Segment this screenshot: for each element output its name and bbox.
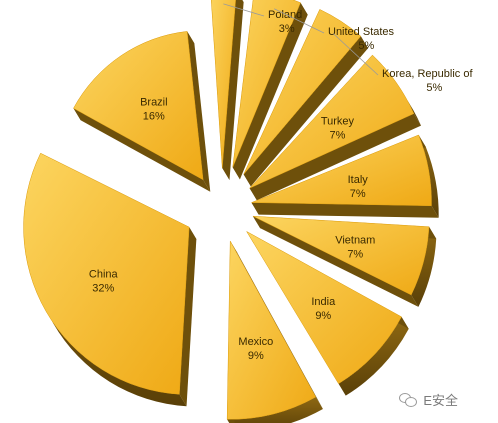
slice-value-china: 32% <box>92 283 114 295</box>
slice-side-italy <box>418 134 439 218</box>
slice-edge <box>179 227 197 407</box>
slice-value-turkey: 7% <box>330 130 346 142</box>
slice-label-vietnam: Vietnam <box>335 235 375 247</box>
slice-mexico <box>226 240 317 420</box>
slice-value-vietnam: 7% <box>347 249 363 261</box>
leader-line-korea-republic-of <box>333 33 379 76</box>
slice-value-korea-republic-of: 5% <box>426 82 442 94</box>
slice-edge <box>232 2 308 180</box>
slice-vietnam <box>252 215 430 296</box>
slice-value-italy: 7% <box>350 188 366 200</box>
slice-korea-republic-of <box>243 9 362 175</box>
slice-label-brazil: Brazil <box>140 96 168 108</box>
slice-label-united-states: United States <box>328 26 395 38</box>
slice-edge <box>251 202 439 218</box>
slice-edge <box>243 36 369 187</box>
watermark-text: E安全 <box>423 393 458 408</box>
slice-label-china: China <box>89 269 119 281</box>
slice-label-mexico: Mexico <box>238 336 273 348</box>
slice-edge <box>222 0 244 181</box>
slice-side-mexico <box>227 396 323 423</box>
slice-value-india: 9% <box>315 310 331 322</box>
slice-turkey <box>249 54 415 189</box>
watermark: E安全 <box>399 390 458 409</box>
slice-india <box>245 230 402 385</box>
slice-italy <box>251 134 432 207</box>
slice-value-poland: 3% <box>279 23 295 35</box>
wechat-icon <box>399 392 418 407</box>
slice-united-states <box>232 0 301 168</box>
leader-line-poland <box>223 3 265 17</box>
slice-side-vietnam <box>411 226 437 307</box>
slice-value-united-states: 5% <box>358 40 374 52</box>
slice-brazil <box>73 31 204 181</box>
slice-edge <box>249 113 422 201</box>
slice-side-india <box>338 316 409 396</box>
slice-edge <box>252 216 419 307</box>
slice-edge <box>73 108 211 192</box>
slice-china <box>23 152 190 395</box>
slice-edge <box>187 31 211 192</box>
slice-label-korea-republic-of: Korea, Republic of <box>382 68 473 80</box>
slice-poland <box>210 0 236 169</box>
leader-line-united-states <box>274 8 325 34</box>
slice-label-italy: Italy <box>348 174 369 186</box>
slice-label-poland: Poland <box>268 9 302 21</box>
slice-value-brazil: 16% <box>143 110 165 122</box>
slice-value-mexico: 9% <box>248 350 264 362</box>
slice-label-india: India <box>311 296 336 308</box>
slice-label-turkey: Turkey <box>321 116 355 128</box>
